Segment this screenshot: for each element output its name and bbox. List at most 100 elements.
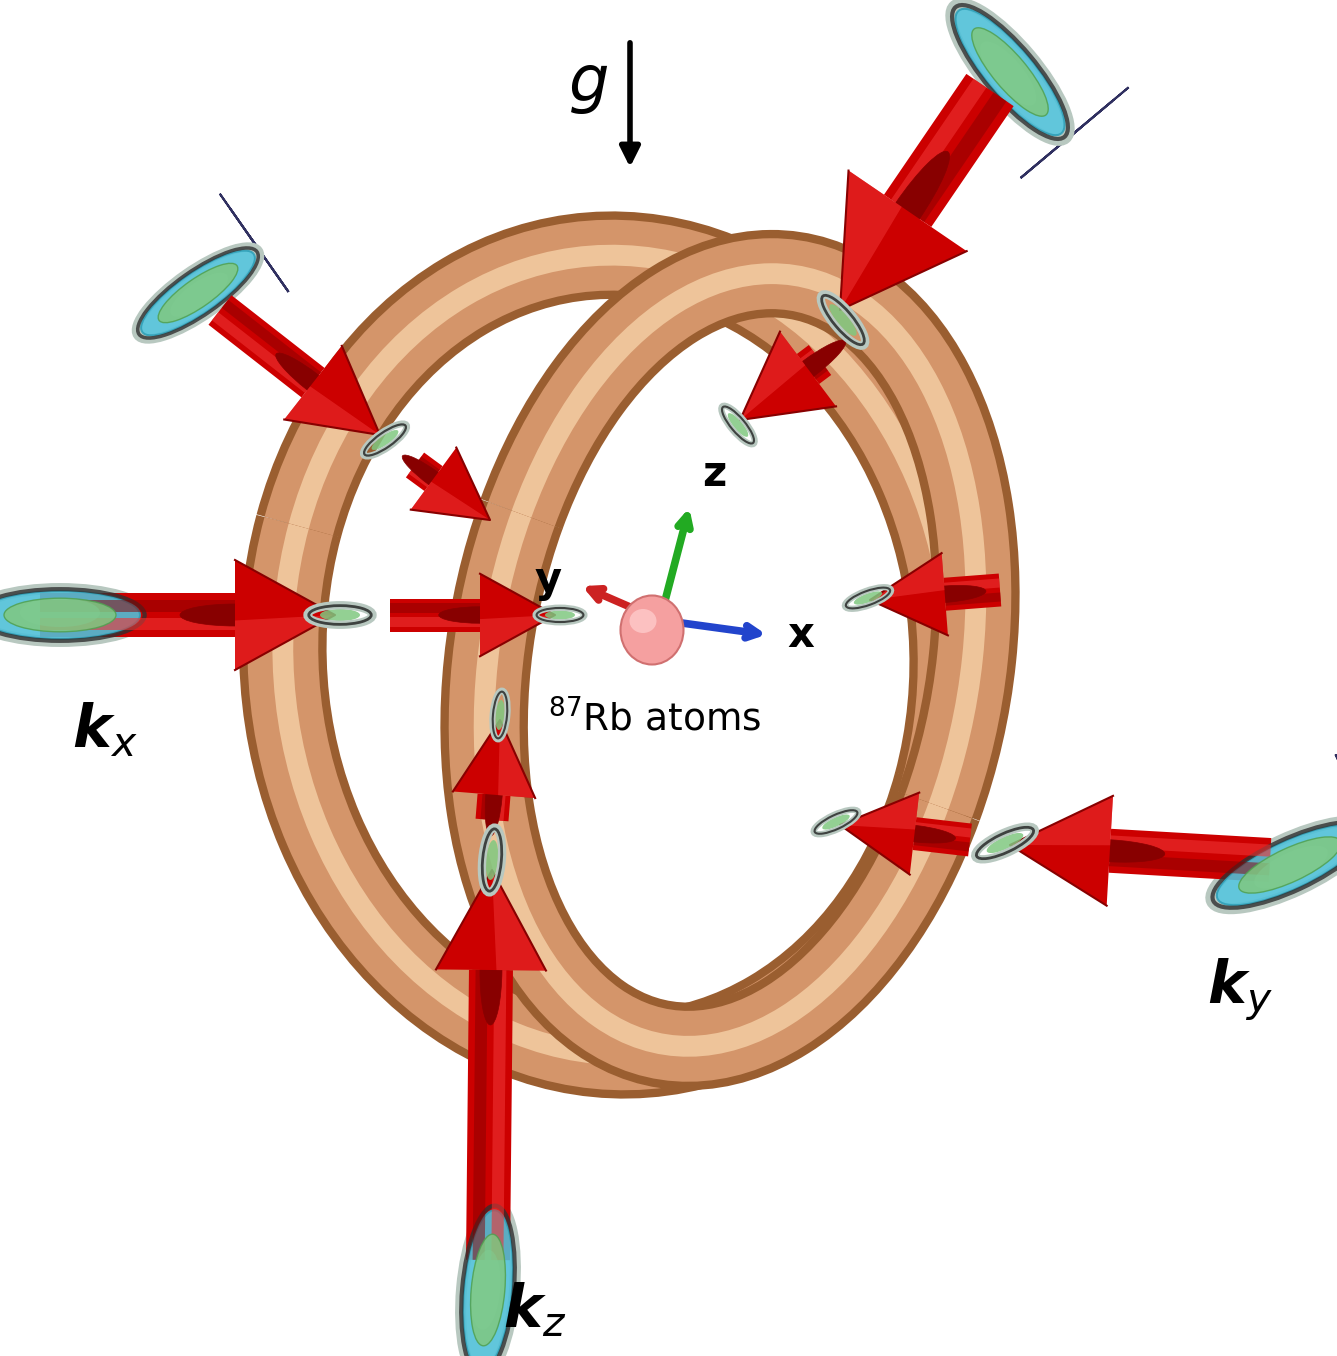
Ellipse shape — [463, 1211, 513, 1356]
Polygon shape — [1020, 126, 1083, 178]
Ellipse shape — [0, 591, 140, 639]
Text: y: y — [535, 559, 562, 601]
Polygon shape — [209, 296, 325, 397]
Polygon shape — [797, 344, 832, 384]
Ellipse shape — [1239, 837, 1337, 894]
Ellipse shape — [180, 603, 290, 626]
Ellipse shape — [865, 152, 949, 270]
Polygon shape — [1009, 796, 1112, 845]
Polygon shape — [1009, 796, 1112, 906]
Polygon shape — [1336, 754, 1337, 827]
Polygon shape — [480, 574, 555, 656]
Polygon shape — [406, 453, 443, 491]
Ellipse shape — [402, 456, 465, 502]
Ellipse shape — [4, 598, 116, 632]
Ellipse shape — [485, 841, 499, 880]
Polygon shape — [492, 871, 545, 971]
Polygon shape — [416, 457, 440, 477]
Polygon shape — [944, 574, 1001, 610]
Ellipse shape — [972, 27, 1048, 117]
Polygon shape — [230, 209, 289, 292]
Ellipse shape — [170, 273, 227, 316]
Polygon shape — [1067, 87, 1128, 140]
Polygon shape — [40, 599, 235, 612]
Polygon shape — [495, 795, 505, 820]
Polygon shape — [235, 560, 336, 670]
Polygon shape — [222, 300, 321, 381]
Text: z: z — [702, 453, 726, 495]
Polygon shape — [453, 720, 535, 799]
Polygon shape — [800, 350, 818, 366]
Polygon shape — [739, 332, 805, 420]
Ellipse shape — [770, 340, 846, 399]
Ellipse shape — [1217, 824, 1337, 906]
Polygon shape — [840, 171, 901, 311]
Polygon shape — [840, 171, 967, 311]
Polygon shape — [944, 579, 1000, 591]
Polygon shape — [390, 603, 480, 613]
Ellipse shape — [630, 609, 656, 633]
Polygon shape — [40, 593, 235, 637]
Polygon shape — [499, 720, 535, 799]
Ellipse shape — [545, 610, 575, 620]
Polygon shape — [476, 793, 511, 822]
Polygon shape — [1020, 100, 1112, 178]
Polygon shape — [870, 553, 948, 636]
Text: $g$: $g$ — [568, 54, 608, 117]
Text: $\boldsymbol{k}$$_z$: $\boldsymbol{k}$$_z$ — [503, 1280, 567, 1340]
Ellipse shape — [727, 414, 749, 437]
Ellipse shape — [854, 591, 882, 605]
Ellipse shape — [20, 598, 100, 626]
Text: $^{87}$Rb atoms: $^{87}$Rb atoms — [548, 700, 762, 739]
Polygon shape — [235, 616, 336, 670]
Polygon shape — [1110, 835, 1271, 857]
Polygon shape — [480, 616, 555, 656]
Ellipse shape — [320, 609, 360, 621]
Polygon shape — [870, 553, 944, 599]
Text: x: x — [787, 614, 814, 656]
Polygon shape — [410, 447, 489, 519]
Ellipse shape — [471, 1234, 505, 1345]
Polygon shape — [467, 970, 513, 1260]
Text: $\boldsymbol{k}$$_y$: $\boldsymbol{k}$$_y$ — [1207, 957, 1273, 1022]
Polygon shape — [40, 618, 235, 631]
Ellipse shape — [372, 430, 398, 450]
Polygon shape — [480, 793, 492, 820]
Polygon shape — [945, 593, 1001, 606]
Ellipse shape — [158, 263, 238, 323]
Ellipse shape — [956, 8, 1064, 136]
Polygon shape — [213, 312, 312, 393]
Polygon shape — [285, 386, 380, 435]
Ellipse shape — [439, 606, 521, 624]
Ellipse shape — [980, 42, 1036, 106]
Polygon shape — [390, 617, 480, 626]
Polygon shape — [910, 92, 1007, 222]
Polygon shape — [285, 346, 380, 435]
Ellipse shape — [275, 353, 350, 412]
Polygon shape — [884, 73, 1013, 226]
Ellipse shape — [904, 586, 985, 603]
Ellipse shape — [620, 595, 683, 664]
Polygon shape — [491, 970, 507, 1260]
Polygon shape — [739, 332, 836, 420]
Ellipse shape — [987, 833, 1023, 853]
Polygon shape — [810, 362, 828, 380]
Ellipse shape — [873, 824, 956, 843]
Polygon shape — [219, 194, 259, 250]
Polygon shape — [840, 793, 920, 830]
Polygon shape — [410, 481, 489, 519]
Ellipse shape — [1254, 846, 1328, 888]
Text: $\boldsymbol{k}$$_x$: $\boldsymbol{k}$$_x$ — [72, 701, 138, 759]
Ellipse shape — [822, 815, 850, 830]
Ellipse shape — [495, 700, 504, 730]
Ellipse shape — [142, 251, 255, 335]
Polygon shape — [409, 466, 432, 487]
Polygon shape — [472, 970, 488, 1260]
Ellipse shape — [471, 1250, 500, 1330]
Polygon shape — [1108, 829, 1271, 881]
Ellipse shape — [485, 754, 503, 835]
Polygon shape — [249, 236, 289, 292]
Ellipse shape — [480, 915, 501, 1025]
Polygon shape — [890, 79, 987, 209]
Polygon shape — [390, 598, 480, 632]
